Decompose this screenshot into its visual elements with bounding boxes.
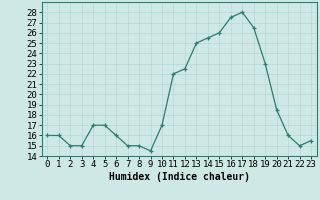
X-axis label: Humidex (Indice chaleur): Humidex (Indice chaleur)	[109, 172, 250, 182]
